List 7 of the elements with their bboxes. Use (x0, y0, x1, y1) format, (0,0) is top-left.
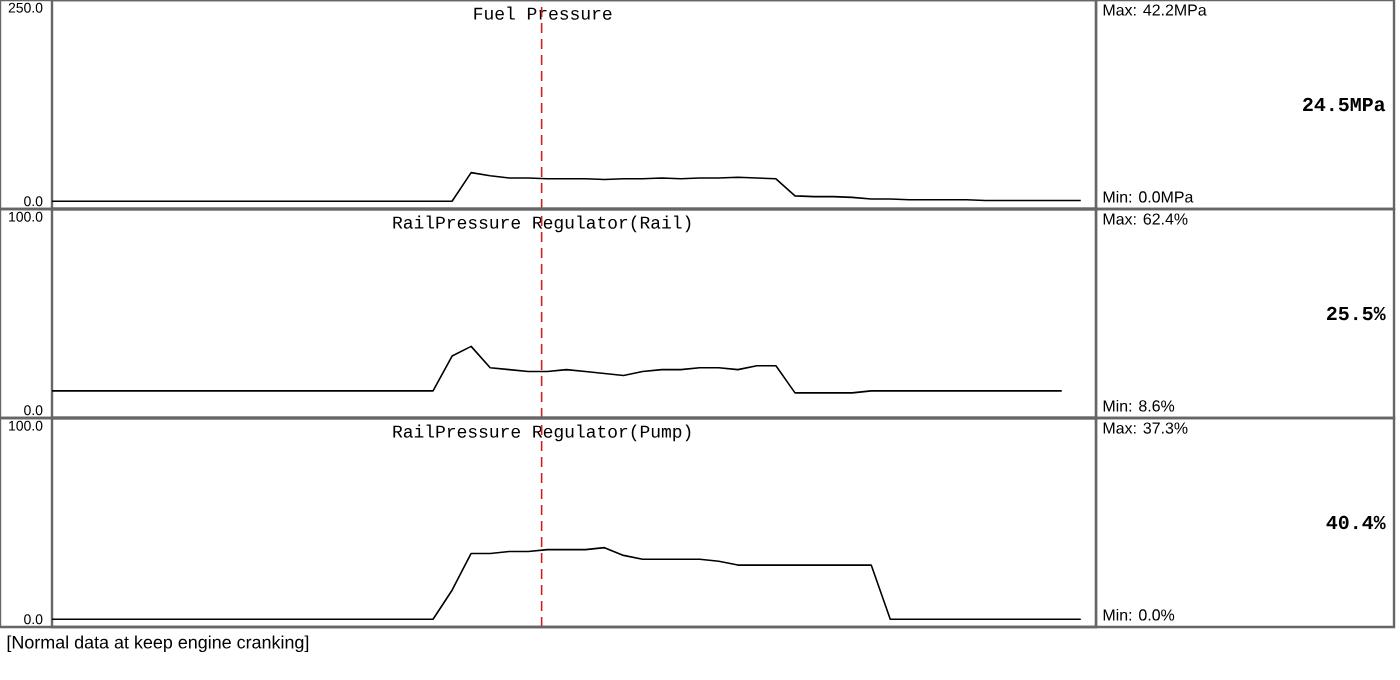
text: 40.4% (1326, 515, 1386, 530)
chart-title: RailPressure Regulator(Pump) (393, 424, 691, 442)
text: 25.5% (1327, 306, 1386, 321)
chart-title: RailPressure Regulator(Rail) (393, 215, 691, 233)
text: [Normal data at keep engine cranking] (7, 635, 309, 653)
chart-title: Fuel Pressure (474, 6, 612, 20)
text: 24.5MPa (1303, 97, 1386, 112)
